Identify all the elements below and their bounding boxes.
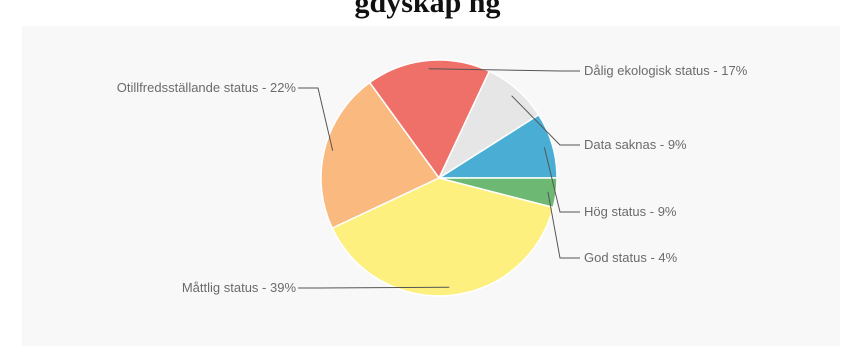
slice-label: Otillfredsställande status - 22% bbox=[117, 80, 297, 95]
leader-line bbox=[543, 147, 580, 213]
pie-slice bbox=[438, 177, 558, 209]
slice-label: Måttlig status - 39% bbox=[182, 280, 297, 295]
leader-lines bbox=[298, 68, 580, 289]
leader-line bbox=[547, 191, 580, 259]
pie-slice bbox=[331, 177, 555, 297]
pie-slices bbox=[320, 59, 558, 297]
chart-title: gdyskap ng bbox=[354, 0, 501, 19]
leader-line bbox=[298, 286, 450, 289]
leader-line bbox=[428, 68, 580, 72]
slice-labels: Hög status - 9% Data saknas - 9% Dålig eko… bbox=[117, 63, 748, 295]
slice-label: God status - 4% bbox=[584, 250, 678, 265]
leader-line bbox=[298, 87, 334, 151]
pie-slice bbox=[368, 59, 491, 180]
title-strip: gdyskap ng bbox=[0, 0, 855, 30]
leader-line bbox=[511, 95, 580, 146]
slice-label: Hög status - 9% bbox=[584, 204, 677, 219]
slice-label: Dålig ekologisk status - 17% bbox=[584, 63, 748, 78]
slice-label: Data saknas - 9% bbox=[584, 137, 687, 152]
